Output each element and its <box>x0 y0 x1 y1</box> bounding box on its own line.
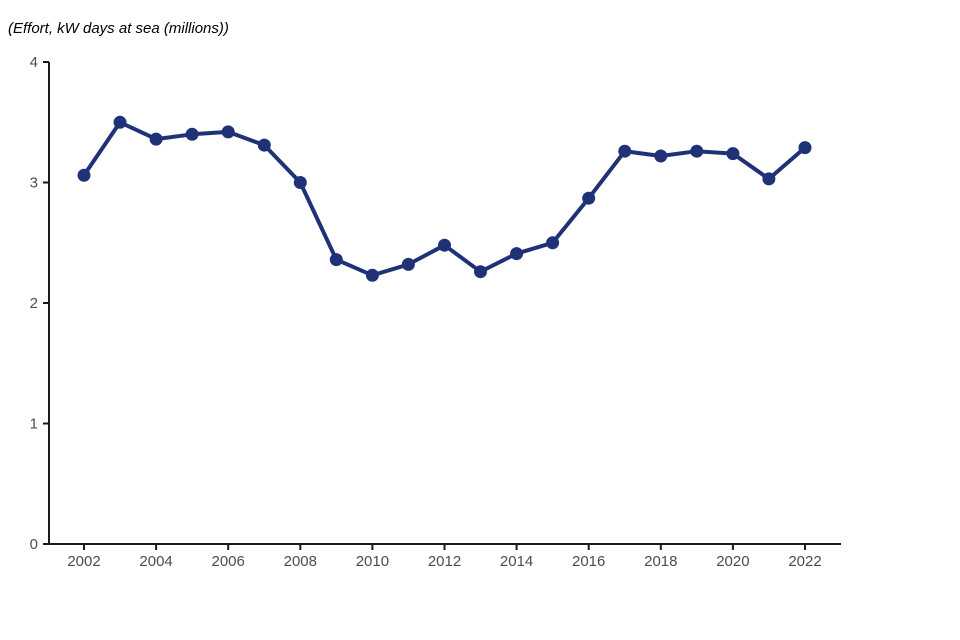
data-point <box>365 268 379 282</box>
x-tick-label: 2014 <box>500 553 533 570</box>
chart-title: (Effort, kW days at sea (millions)) <box>8 20 229 37</box>
data-point <box>77 168 91 182</box>
data-point <box>113 115 127 129</box>
x-tick-label: 2020 <box>716 553 749 570</box>
x-tick-label: 2004 <box>139 553 172 570</box>
axes <box>48 62 841 545</box>
data-point <box>618 144 632 158</box>
y-tick-label: 1 <box>30 416 38 433</box>
data-point <box>221 125 235 139</box>
data-point <box>726 147 740 161</box>
data-point <box>690 144 704 158</box>
x-tick-label: 2008 <box>284 553 317 570</box>
data-point <box>293 176 307 189</box>
data-point <box>654 149 668 163</box>
x-tick-label: 2012 <box>428 553 461 570</box>
x-tick-label: 2006 <box>212 553 245 570</box>
y-tick-label: 4 <box>30 54 38 71</box>
y-tick-label: 2 <box>30 295 38 312</box>
data-point <box>257 138 271 152</box>
data-point <box>546 236 560 250</box>
data-point <box>401 257 415 271</box>
x-tick-label: 2016 <box>572 553 605 570</box>
x-tick-label: 2002 <box>67 553 100 570</box>
data-point <box>510 247 524 261</box>
y-tick-label: 3 <box>30 175 38 192</box>
data-point <box>474 265 487 279</box>
data-point <box>582 191 596 205</box>
data-point <box>149 132 163 146</box>
data-point <box>798 141 812 155</box>
data-point <box>185 127 199 141</box>
y-tick-label: 0 <box>30 536 38 553</box>
data-point <box>762 172 776 186</box>
x-tick-label: 2010 <box>356 553 389 570</box>
data-point <box>329 253 343 267</box>
x-tick-label: 2018 <box>644 553 677 570</box>
x-tick-label: 2022 <box>788 553 821 570</box>
data-point <box>438 238 451 252</box>
